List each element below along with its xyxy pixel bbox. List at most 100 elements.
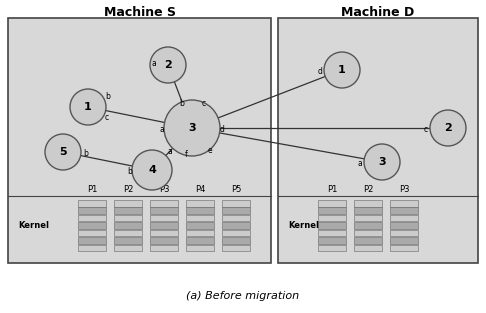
Bar — [390, 215, 418, 221]
Bar — [186, 215, 214, 221]
Bar — [186, 230, 214, 236]
Text: P4: P4 — [195, 185, 205, 194]
Text: 1: 1 — [338, 65, 346, 75]
Text: 2: 2 — [164, 60, 172, 70]
Text: Kernel: Kernel — [288, 222, 319, 230]
Circle shape — [364, 144, 400, 180]
Bar — [150, 200, 178, 207]
Bar — [222, 237, 250, 244]
Bar — [390, 200, 418, 207]
Bar — [222, 230, 250, 236]
Text: P3: P3 — [159, 185, 169, 194]
Text: b: b — [127, 167, 132, 177]
Text: a: a — [357, 158, 362, 167]
Bar — [278, 18, 478, 263]
Bar — [186, 237, 214, 244]
Text: P5: P5 — [231, 185, 241, 194]
Text: a: a — [159, 126, 164, 135]
Bar — [150, 222, 178, 229]
Bar — [114, 244, 142, 251]
Bar — [150, 208, 178, 214]
Text: P2: P2 — [363, 185, 373, 194]
Text: b: b — [83, 150, 88, 158]
Circle shape — [70, 89, 106, 125]
Bar — [390, 230, 418, 236]
Bar — [390, 244, 418, 251]
Text: P1: P1 — [87, 185, 97, 194]
Bar — [354, 244, 382, 251]
Bar — [114, 215, 142, 221]
Bar — [318, 237, 346, 244]
Bar — [318, 230, 346, 236]
Text: P1: P1 — [327, 185, 337, 194]
Bar — [222, 244, 250, 251]
Bar — [78, 200, 106, 207]
Text: Kernel: Kernel — [18, 222, 49, 230]
Text: d: d — [220, 126, 225, 135]
Text: b: b — [105, 92, 110, 101]
Text: 3: 3 — [188, 123, 196, 133]
Circle shape — [132, 150, 172, 190]
Bar — [354, 230, 382, 236]
Bar — [150, 230, 178, 236]
Bar — [222, 200, 250, 207]
Text: 4: 4 — [148, 165, 156, 175]
Bar — [114, 222, 142, 229]
Bar — [318, 222, 346, 229]
Text: 3: 3 — [378, 157, 386, 167]
Circle shape — [164, 100, 220, 156]
Text: 1: 1 — [84, 102, 92, 112]
Bar — [318, 200, 346, 207]
Text: P2: P2 — [123, 185, 133, 194]
Bar — [150, 215, 178, 221]
Bar — [318, 244, 346, 251]
Text: a: a — [151, 59, 156, 68]
Text: Machine D: Machine D — [341, 6, 415, 18]
Bar — [318, 208, 346, 214]
Bar — [354, 215, 382, 221]
Circle shape — [430, 110, 466, 146]
Bar — [78, 222, 106, 229]
Text: c: c — [202, 99, 206, 108]
Bar — [318, 215, 346, 221]
Text: e: e — [208, 146, 212, 155]
Text: f: f — [185, 150, 188, 159]
Bar — [186, 208, 214, 214]
Bar — [354, 222, 382, 229]
Bar — [8, 18, 271, 263]
Bar — [222, 215, 250, 221]
Text: P3: P3 — [399, 185, 409, 194]
Bar — [186, 244, 214, 251]
Text: 2: 2 — [444, 123, 452, 133]
Bar — [390, 222, 418, 229]
Bar — [78, 244, 106, 251]
Bar — [78, 215, 106, 221]
Bar — [114, 237, 142, 244]
Bar — [150, 244, 178, 251]
Bar — [354, 208, 382, 214]
Bar — [114, 208, 142, 214]
Text: a: a — [168, 147, 173, 156]
Bar — [354, 200, 382, 207]
Text: d: d — [317, 66, 322, 75]
Bar — [78, 237, 106, 244]
Text: c: c — [105, 113, 109, 122]
Circle shape — [324, 52, 360, 88]
Bar — [78, 208, 106, 214]
Text: b: b — [179, 99, 185, 108]
Bar — [78, 230, 106, 236]
Bar — [114, 200, 142, 207]
Bar — [186, 200, 214, 207]
Bar — [222, 222, 250, 229]
Bar — [222, 208, 250, 214]
Bar — [390, 237, 418, 244]
Bar — [186, 222, 214, 229]
Bar — [114, 230, 142, 236]
Bar — [390, 208, 418, 214]
Text: 5: 5 — [59, 147, 67, 157]
Text: Machine S: Machine S — [104, 6, 175, 18]
Circle shape — [150, 47, 186, 83]
Circle shape — [45, 134, 81, 170]
Bar — [150, 237, 178, 244]
Text: c: c — [424, 125, 428, 134]
